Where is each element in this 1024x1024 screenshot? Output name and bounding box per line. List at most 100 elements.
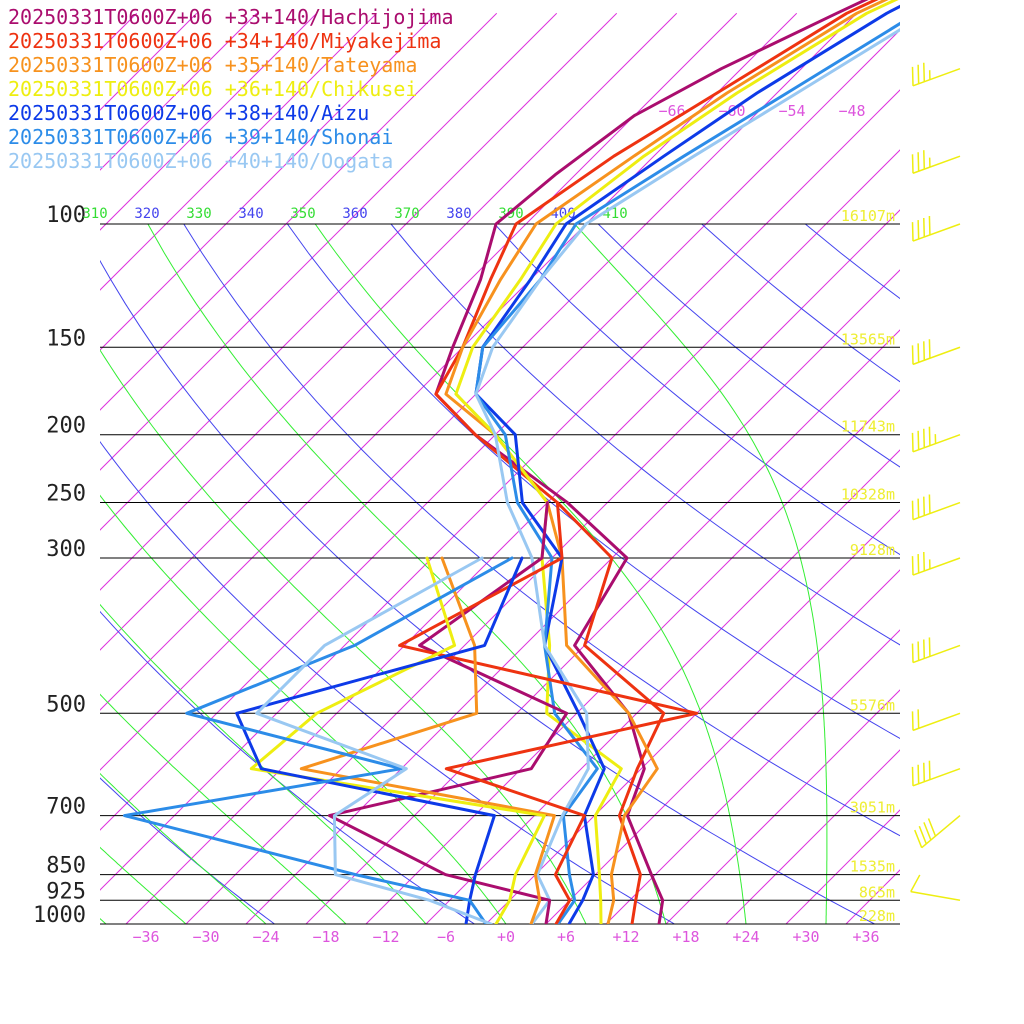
dewpoint-line xyxy=(327,501,569,924)
upper-temp-label: −48 xyxy=(838,102,865,120)
theta-label: 370 xyxy=(394,206,419,222)
pressure-label: 250 xyxy=(46,482,86,507)
wind-barb-flag xyxy=(917,152,920,172)
isotherm-line xyxy=(725,749,900,924)
wind-barb-flag xyxy=(911,766,914,786)
pressure-label: 150 xyxy=(46,326,86,351)
temperature-line xyxy=(434,0,879,924)
theta-label: 330 xyxy=(186,206,211,222)
upper-temp-label: −66 xyxy=(658,102,685,120)
pressure-label: 925 xyxy=(46,879,86,904)
wind-barb-flag xyxy=(911,711,914,731)
wind-barb-flag xyxy=(927,818,937,837)
x-tick-label: +24 xyxy=(732,928,759,946)
dry-adiabat-line xyxy=(390,224,900,646)
theta-label: 310 xyxy=(82,206,107,222)
temperature-profiles xyxy=(434,0,900,924)
x-tick-label: +18 xyxy=(672,928,699,946)
dewpoint-line xyxy=(235,556,524,924)
wind-barb-shaft xyxy=(912,557,961,576)
dry-adiabat-line xyxy=(494,224,900,556)
wind-barb-flag xyxy=(911,222,914,242)
wind-barb-flag xyxy=(911,643,914,663)
wind-barb-flag xyxy=(923,341,926,361)
wind-barb-flag xyxy=(923,639,926,659)
dry-adiabat-line xyxy=(100,777,276,924)
wind-barb-flag xyxy=(911,500,914,520)
wind-barb-shaft xyxy=(912,434,961,453)
isotherm-line xyxy=(100,12,378,291)
theta-label: 350 xyxy=(290,206,315,222)
temperature-line xyxy=(474,27,900,924)
wind-barb-flag xyxy=(928,637,931,657)
isotherm-line xyxy=(100,12,858,771)
height-label: 228m xyxy=(859,907,895,925)
wind-barb-flag xyxy=(928,339,931,359)
wind-barb-flag xyxy=(910,874,921,892)
legend-entry: 20250331T0600Z+06 +35+140/Tateyama xyxy=(8,53,417,77)
series-layer xyxy=(122,0,900,924)
x-tick-label: −24 xyxy=(252,928,279,946)
theta-label: 380 xyxy=(446,206,471,222)
wind-barb-flag xyxy=(917,343,920,363)
x-tick-label: +6 xyxy=(557,928,575,946)
pressure-label: 700 xyxy=(46,795,86,820)
wind-barb-flag xyxy=(917,498,920,518)
wind-barb-shaft xyxy=(912,768,961,787)
height-label: 10328m xyxy=(841,486,895,504)
isotherm-line xyxy=(545,569,900,924)
pressure-label: 200 xyxy=(46,414,86,439)
pressure-label: 850 xyxy=(46,854,86,879)
isotherm-line xyxy=(100,12,678,591)
wind-barb xyxy=(911,760,961,787)
wind-barb xyxy=(911,551,961,576)
wind-barb-flag xyxy=(923,150,926,170)
wind-barb xyxy=(911,494,961,521)
wind-barb xyxy=(911,150,961,174)
wind-barb-shaft xyxy=(912,644,961,664)
height-label: 16107m xyxy=(841,207,895,225)
pressure-label: 300 xyxy=(46,537,86,562)
height-label: 865m xyxy=(859,883,895,901)
x-tick-label: −36 xyxy=(132,928,159,946)
wind-barb-flag xyxy=(928,760,931,780)
wind-barb-shaft xyxy=(912,501,961,521)
height-label: 11743m xyxy=(841,418,895,436)
wind-barb-flag xyxy=(911,66,914,86)
theta-label: 410 xyxy=(602,206,627,222)
pressure-label: 1000 xyxy=(33,903,86,928)
isotherm-line xyxy=(100,12,738,651)
theta-label: 320 xyxy=(134,206,159,222)
dewpoint-line xyxy=(122,556,514,924)
wind-barb-flag xyxy=(923,62,926,82)
isotherm-line xyxy=(100,12,318,231)
legend-entry: 20250331T0600Z+06 +34+140/Miyakejima xyxy=(8,29,441,53)
wind-barb-flag xyxy=(917,220,920,240)
dewpoint-line xyxy=(299,556,556,924)
wind-barb-flag xyxy=(917,764,920,784)
wind-barb xyxy=(911,62,961,87)
wind-barb-shaft xyxy=(912,68,961,87)
wind-barb xyxy=(911,637,961,664)
wind-barb-flag xyxy=(923,762,926,782)
isotherm-line xyxy=(245,269,900,924)
isobars xyxy=(100,223,900,925)
legend-entry: 20250331T0600Z+06 +39+140/Shonai xyxy=(8,125,393,149)
wind-barb-flag xyxy=(923,218,926,238)
isotherm-line xyxy=(100,12,498,411)
wind-barb-flag xyxy=(917,709,920,729)
wind-barb-flag xyxy=(911,432,914,452)
legend-entry: 20250331T0600Z+06 +33+140/Hachijojima xyxy=(8,5,454,29)
wind-barb-flag xyxy=(917,641,920,661)
dry-adiabat-line xyxy=(183,224,900,837)
upper-temp-label: −54 xyxy=(778,102,805,120)
wind-barb-shaft xyxy=(921,814,961,849)
wind-barb xyxy=(914,814,961,849)
isotherm-line xyxy=(485,509,900,924)
wind-barb-flag xyxy=(911,345,914,365)
legend: 20250331T0600Z+06 +33+140/Hachijojima202… xyxy=(8,5,454,173)
isotherm-line xyxy=(100,12,438,351)
wind-barb-flag xyxy=(923,496,926,516)
